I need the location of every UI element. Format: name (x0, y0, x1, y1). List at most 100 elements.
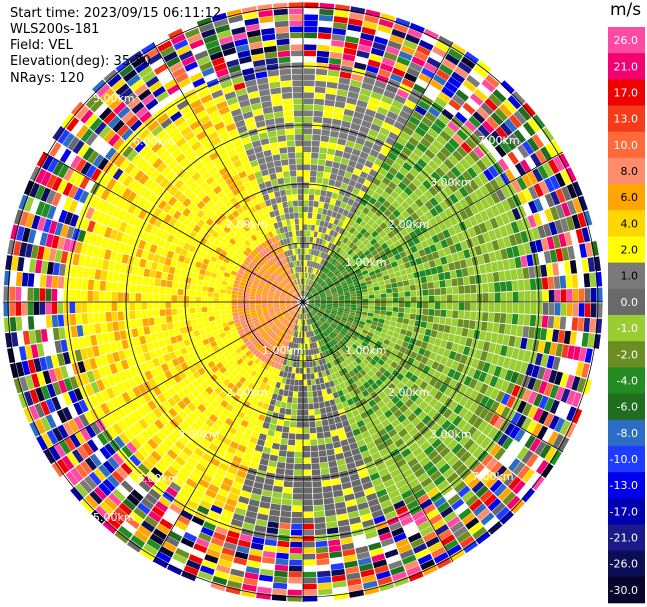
velocity-gate (348, 219, 356, 227)
velocity-gate (357, 275, 365, 281)
velocity-gate (352, 187, 360, 196)
velocity-gate (314, 408, 321, 415)
velocity-gate (374, 112, 386, 122)
velocity-gate (311, 289, 317, 294)
velocity-gate (71, 101, 85, 116)
velocity-gate (514, 232, 523, 245)
velocity-gate (319, 292, 325, 296)
velocity-gate (177, 302, 184, 308)
velocity-gate (215, 176, 225, 186)
velocity-gate (185, 277, 192, 284)
velocity-gate (323, 394, 329, 402)
velocity-gate (184, 131, 196, 142)
velocity-gate (276, 462, 286, 469)
velocity-gate (246, 200, 254, 209)
velocity-gate (315, 219, 321, 226)
velocity-gate (83, 359, 92, 372)
velocity-gate (303, 176, 310, 183)
velocity-gate (274, 14, 289, 22)
velocity-gate (454, 111, 468, 124)
velocity-gate (89, 394, 100, 408)
velocity-gate (420, 276, 428, 284)
velocity-gate (309, 182, 316, 189)
velocity-gate (342, 151, 352, 160)
velocity-gate (273, 281, 279, 286)
velocity-gate (268, 291, 275, 295)
velocity-gate (363, 193, 372, 202)
velocity-gate (277, 50, 291, 58)
velocity-gate (317, 278, 322, 284)
velocity-gate (54, 222, 64, 236)
velocity-gate (283, 288, 289, 293)
velocity-gate (315, 284, 320, 290)
velocity-gate (345, 277, 352, 283)
velocity-gate (145, 75, 160, 88)
velocity-gate (142, 276, 149, 285)
velocity-gate (268, 277, 274, 283)
velocity-gate (119, 263, 127, 274)
velocity-gate (5, 332, 13, 348)
velocity-gate (252, 248, 259, 256)
velocity-gate (246, 280, 253, 286)
velocity-gate (447, 76, 462, 89)
velocity-gate (374, 80, 387, 90)
velocity-gate (207, 190, 217, 200)
velocity-gate (59, 148, 72, 163)
velocity-gate (280, 74, 292, 82)
velocity-gate (106, 353, 115, 365)
velocity-gate (188, 350, 196, 359)
velocity-gate (319, 291, 325, 295)
velocity-gate (476, 234, 486, 245)
velocity-gate (460, 124, 473, 137)
velocity-gate (281, 309, 287, 313)
velocity-gate (292, 304, 298, 308)
velocity-gate (291, 188, 298, 195)
velocity-gate (523, 242, 532, 255)
velocity-gate (182, 197, 192, 208)
velocity-gate (315, 546, 329, 554)
velocity-gate (301, 290, 303, 296)
velocity-gate (366, 102, 379, 112)
velocity-gate (31, 215, 41, 230)
velocity-gate (318, 251, 323, 258)
velocity-gate (569, 230, 579, 245)
velocity-gate (573, 244, 582, 259)
velocity-gate (334, 416, 342, 424)
velocity-gate (316, 286, 322, 291)
velocity-gate (466, 74, 481, 88)
velocity-gate (567, 245, 576, 260)
velocity-gate (303, 92, 314, 99)
velocity-gate (322, 246, 328, 253)
velocity-gate (306, 230, 311, 237)
velocity-gate (500, 281, 507, 292)
velocity-gate (290, 268, 294, 274)
velocity-gate (324, 288, 330, 293)
velocity-gate (64, 211, 74, 225)
velocity-gate (290, 535, 302, 542)
velocity-gate (231, 302, 238, 306)
velocity-gate (231, 226, 239, 234)
velocity-gate (222, 322, 229, 328)
velocity-gate (273, 298, 280, 301)
velocity-gate (233, 279, 241, 285)
velocity-gate (398, 263, 406, 271)
velocity-gate (46, 261, 55, 275)
velocity-gate (304, 20, 318, 27)
velocity-gate (181, 55, 196, 67)
velocity-gate (7, 239, 16, 255)
velocity-gate (122, 380, 132, 391)
velocity-gate (434, 41, 450, 53)
velocity-gate (447, 226, 457, 237)
velocity-gate (336, 194, 344, 202)
velocity-gate (229, 274, 236, 280)
velocity-gate (288, 390, 294, 397)
velocity-gate (267, 404, 275, 412)
velocity-gate (286, 306, 293, 310)
velocity-gate (214, 121, 225, 131)
velocity-gate (396, 205, 406, 214)
velocity-gate (213, 95, 226, 105)
velocity-gate (137, 327, 145, 337)
velocity-gate (135, 248, 144, 258)
velocity-gate (513, 129, 526, 144)
velocity-gate (209, 320, 216, 327)
